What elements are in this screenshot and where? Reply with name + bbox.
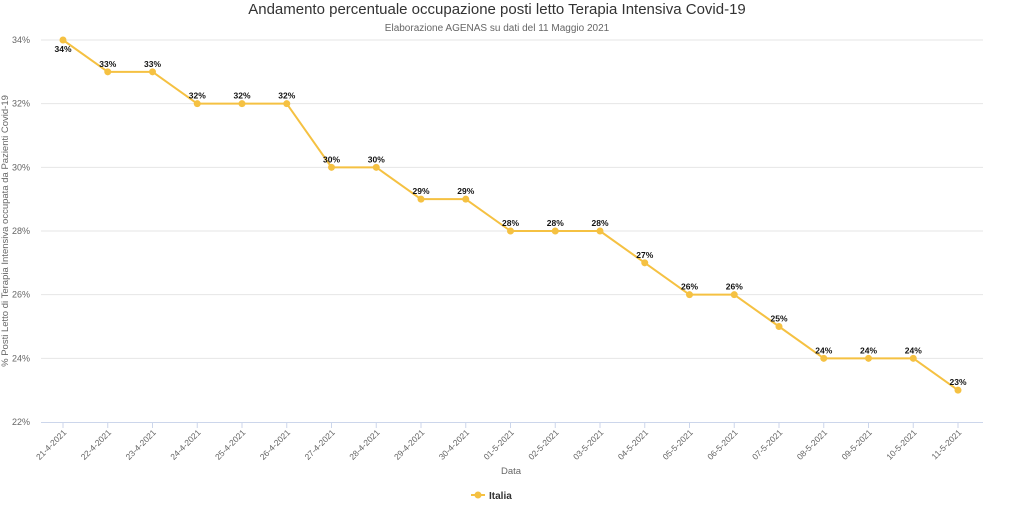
data-label: 29% [457,186,474,196]
x-axis-ticks: 21-4-2021 22-4-2021 23-4-2021 24-4-2021 25-4… [34,422,964,462]
data-point[interactable] [372,163,380,171]
data-point[interactable] [730,291,738,299]
data-label: 27% [636,250,653,260]
x-tick-label: 05-5-2021 [660,427,695,462]
x-tick-label: 02-5-2021 [526,427,561,462]
x-tick-label: 07-5-2021 [750,427,785,462]
data-point[interactable] [954,386,962,394]
data-point[interactable] [820,354,828,362]
gridlines [41,39,983,359]
data-label: 26% [726,282,743,292]
data-label: 24% [815,345,832,355]
data-point[interactable] [417,195,425,203]
data-label: 29% [412,186,429,196]
legend-label-italia: Italia [489,491,512,502]
data-label: 28% [591,218,608,228]
data-label: 30% [368,154,385,164]
x-tick-label: 24-4-2021 [168,427,203,462]
data-point[interactable] [909,354,917,362]
series-italia: 34% 33% 33% 32% 32% 32% 30% 30% 29% 29% 28% 28% 28% 2… [54,36,967,394]
data-label: 32% [189,91,206,101]
chart-title: Andamento percentuale occupazione posti … [248,1,746,18]
data-label: 33% [99,59,116,69]
data-label: 30% [323,154,340,164]
x-tick-label: 26-4-2021 [258,427,293,462]
y-axis-title: % Posti Letto di Terapia Intensiva occup… [0,95,11,367]
y-tick-label: 24% [12,353,30,363]
x-tick-label: 01-5-2021 [481,427,516,462]
data-label: 23% [949,377,966,387]
y-tick-label: 32% [12,99,30,109]
data-label: 25% [770,314,787,324]
x-tick-label: 10-5-2021 [884,427,919,462]
y-axis-ticks: 22% 24% 26% 28% 30% 32% 34% [12,35,30,427]
x-tick-label: 06-5-2021 [705,427,740,462]
data-point[interactable] [641,259,649,267]
data-point[interactable] [462,195,470,203]
x-tick-label: 30-4-2021 [437,427,472,462]
data-label: 28% [547,218,564,228]
data-label: 26% [681,282,698,292]
data-label: 24% [905,345,922,355]
data-label: 32% [278,91,295,101]
data-point[interactable] [193,100,201,108]
data-point[interactable] [775,323,783,330]
data-label: 24% [860,345,877,355]
x-tick-label: 04-5-2021 [616,427,651,462]
data-point[interactable] [507,227,514,235]
y-tick-label: 30% [12,162,30,172]
data-point[interactable] [686,291,693,299]
chart-subtitle: Elaborazione AGENAS su dati del 11 Maggi… [385,23,610,34]
data-point[interactable] [865,354,872,362]
data-label: 34% [54,44,71,54]
data-point[interactable] [596,227,604,235]
x-tick-label: 03-5-2021 [571,427,606,462]
data-point[interactable] [328,163,335,171]
x-tick-label: 23-4-2021 [123,427,158,462]
data-label: 33% [144,59,161,69]
data-point[interactable] [59,36,67,44]
x-tick-label: 22-4-2021 [79,427,114,462]
y-tick-label: 34% [12,35,30,45]
x-tick-label: 25-4-2021 [213,427,248,462]
data-point[interactable] [238,100,246,108]
data-point[interactable] [149,68,156,76]
data-label: 28% [502,218,519,228]
y-tick-label: 26% [12,290,30,300]
data-label: 32% [233,91,250,101]
x-tick-label: 08-5-2021 [795,427,830,462]
x-axis-title: Data [501,466,522,477]
x-tick-label: 09-5-2021 [839,427,874,462]
y-tick-label: 22% [12,417,30,427]
legend[interactable]: Italia [471,491,512,502]
x-tick-label: 11-5-2021 [929,427,963,461]
x-tick-label: 29-4-2021 [392,427,427,462]
y-tick-label: 28% [12,226,30,236]
data-point[interactable] [551,227,559,235]
data-point[interactable] [104,68,112,76]
data-point[interactable] [283,100,291,108]
x-tick-label: 21-4-2021 [34,427,69,462]
x-tick-label: 27-4-2021 [302,427,337,462]
legend-marker-italia [474,491,482,499]
x-tick-label: 28-4-2021 [347,427,382,462]
